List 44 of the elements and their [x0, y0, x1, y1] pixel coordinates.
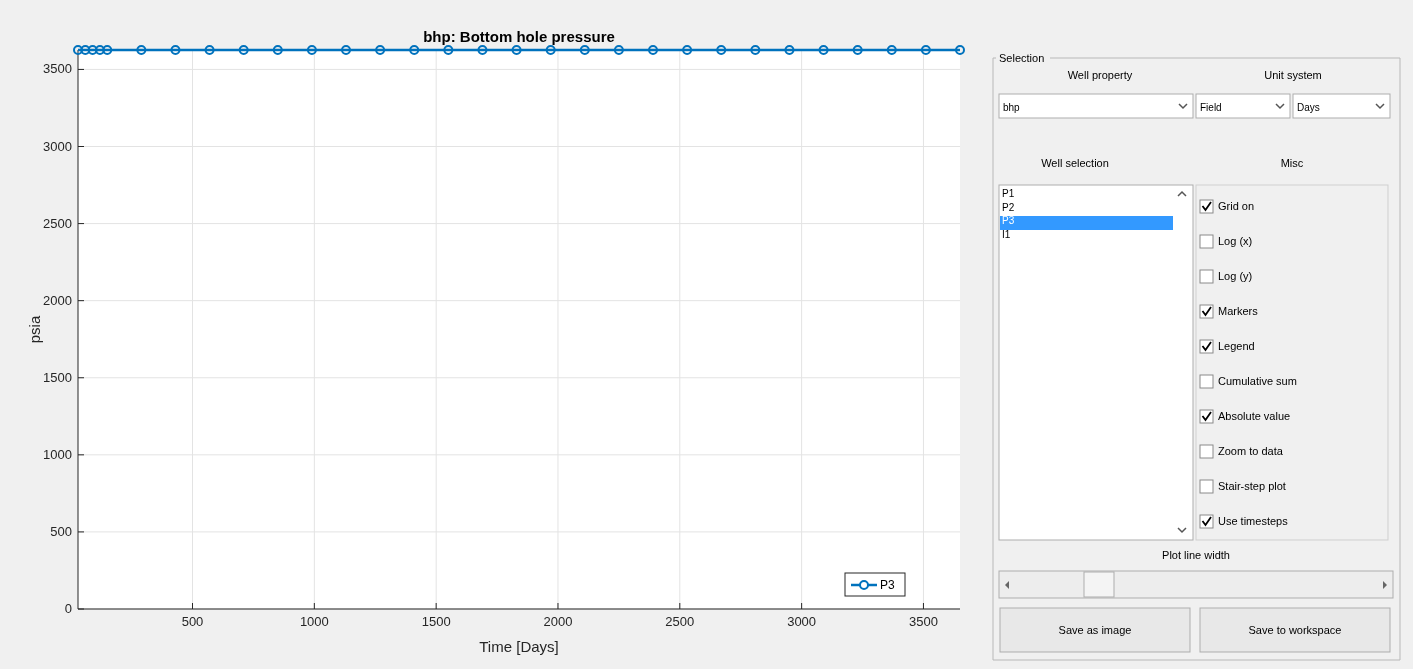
text: Legend — [1218, 340, 1255, 352]
text: Well property — [1067, 69, 1133, 81]
text: Log (y) — [1218, 270, 1253, 282]
text: Save as image — [1058, 624, 1132, 636]
y-tick-label: 1500 — [43, 369, 72, 385]
text: Stair-step plot — [1218, 480, 1286, 492]
text: Save to workspace — [1248, 624, 1342, 636]
text: Markers — [1218, 305, 1259, 317]
x-tick-label: 3000 — [787, 614, 817, 629]
text: Well selection — [1041, 157, 1109, 169]
x-tick-label: 500 — [181, 614, 204, 629]
x-tick-label: 1500 — [421, 614, 451, 629]
text: Absolute value — [1218, 410, 1291, 422]
text: Misc — [1280, 157, 1304, 169]
y-tick-label: 1000 — [43, 446, 72, 462]
legend-label: P3 — [880, 578, 895, 592]
text: P2 — [1002, 201, 1015, 213]
y-axis-title: psia — [26, 315, 43, 344]
x-tick-label: 1000 — [299, 614, 329, 629]
text: Cumulative sum — [1218, 375, 1297, 387]
text: Zoom to data — [1218, 445, 1284, 457]
y-tick-label: 2000 — [43, 292, 72, 308]
y-tick-label: 500 — [50, 523, 72, 539]
x-axis-title: Time [Days] — [479, 638, 559, 655]
y-tick-label: 0 — [64, 601, 72, 616]
y-tick-label: 3500 — [43, 61, 72, 77]
x-tick-label: 3500 — [908, 614, 938, 629]
y-tick-label: 2500 — [43, 215, 72, 231]
text: P3 — [1002, 215, 1015, 226]
text: Unit system — [1264, 69, 1322, 81]
text: Selection — [999, 52, 1045, 64]
text: Use timesteps — [1218, 515, 1289, 527]
chart-title: bhp: Bottom hole pressure — [423, 28, 615, 45]
text: Log (x) — [1218, 235, 1253, 247]
text: Plot line width — [1162, 549, 1230, 561]
x-tick-label: 2000 — [543, 614, 573, 629]
text: P1 — [1002, 188, 1015, 199]
text: Grid on — [1218, 200, 1255, 212]
y-tick-label: 3000 — [43, 138, 72, 154]
text: bhp — [1003, 102, 1021, 113]
text: Field — [1200, 102, 1222, 113]
x-tick-label: 2500 — [665, 614, 695, 629]
text: I1 — [1002, 228, 1011, 240]
text: Days — [1297, 102, 1320, 113]
